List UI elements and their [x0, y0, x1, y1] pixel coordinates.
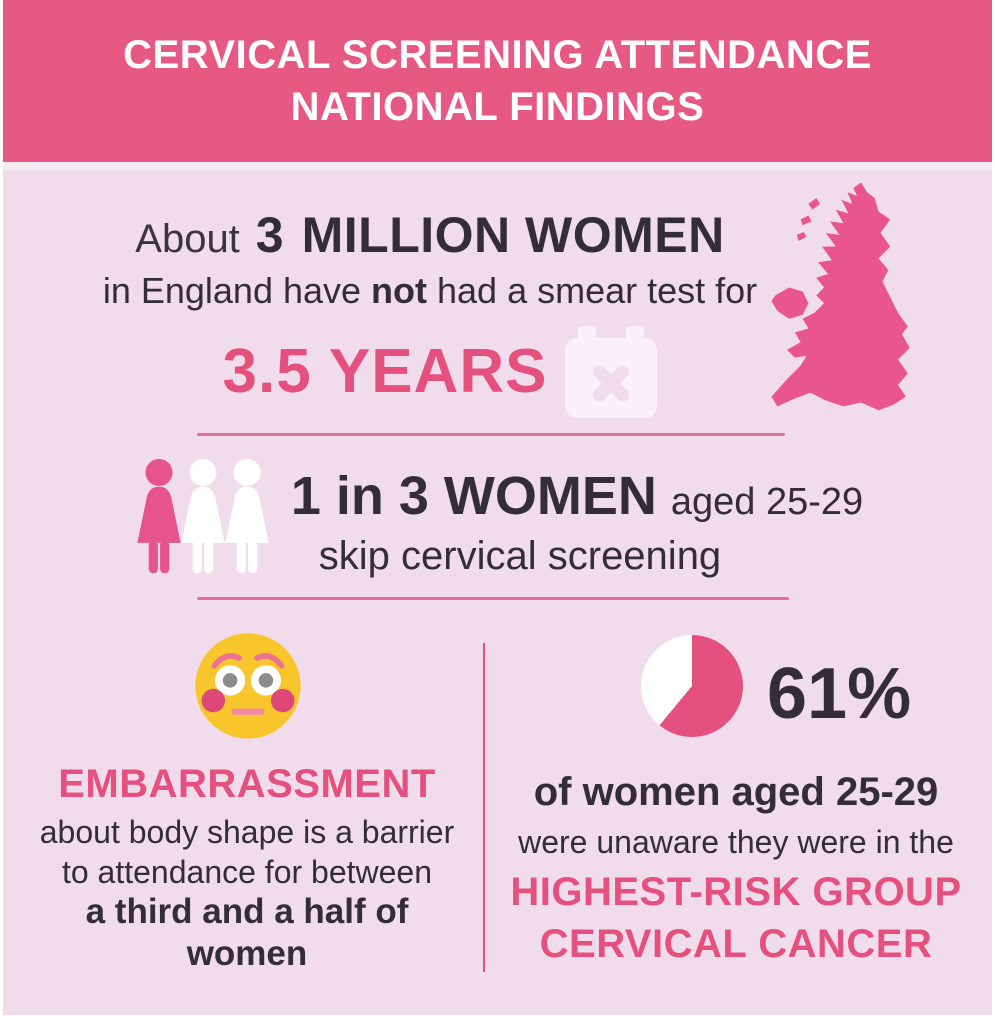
stat-headline: MILLION WOMEN: [301, 207, 725, 263]
stat-3-million-subline: in England have not had a smear test for: [60, 270, 800, 312]
stat-1-in-3: 1 in 3 WOMEN: [290, 466, 657, 526]
embarrassment-title: EMBARRASSMENT: [58, 762, 436, 806]
duration-row: 3.5 YEARS: [100, 326, 780, 418]
pie-chart: [641, 635, 743, 737]
embarrassment-bold-2: women: [186, 934, 308, 973]
woman-icon: [225, 458, 269, 574]
panel-top-strip: [3, 162, 992, 170]
embarrassment-line-2: to attendance for between: [61, 854, 433, 890]
subline-pre: in England have: [102, 270, 372, 311]
stat-qualifier: aged 25-29: [670, 481, 864, 523]
skip-screening-line: skip cervical screening: [318, 534, 722, 578]
stat-1-in-3-line: 1 in 3 WOMEN aged 25-29: [255, 465, 899, 527]
embarrassment-bold-1: a third and a half of: [85, 892, 409, 931]
title-line-1: CERVICAL SCREENING ATTENDANCE: [123, 33, 872, 77]
body-panel: About 3 MILLION WOMEN in England have not …: [3, 162, 992, 1015]
calendar-x-icon: [565, 326, 658, 418]
woman-icon-highlighted: [137, 458, 181, 574]
divider-vertical: [483, 643, 485, 972]
risk-line-2: were unaware they were in the: [518, 824, 954, 860]
women-pictogram: [133, 458, 273, 578]
divider-1: [197, 433, 785, 436]
embarrassment-line-1: about body shape is a barrier: [39, 814, 455, 850]
risk-bold-1: HIGHEST-RISK GROUP: [510, 870, 962, 914]
woman-icon: [181, 458, 225, 574]
divider-2: [197, 597, 789, 600]
stat-number: 3: [255, 207, 284, 263]
duration-text: 3.5 YEARS: [222, 337, 548, 406]
header-band: CERVICAL SCREENING ATTENDANCE NATIONAL F…: [3, 0, 992, 162]
risk-line-1: of women aged 25-29: [533, 770, 939, 814]
subline-post: had a smear test for: [427, 270, 758, 311]
flushed-face-emoji: [195, 633, 301, 739]
risk-bold-2: CERVICAL CANCER: [539, 922, 933, 966]
subline-bold: not: [371, 270, 428, 311]
uk-map-icon: [771, 182, 910, 411]
percent-label: 61%: [767, 654, 912, 734]
stat-3-million-line: About 3 MILLION WOMEN: [60, 206, 800, 264]
title-line-2: NATIONAL FINDINGS: [290, 85, 705, 129]
stat-prefix: About: [135, 217, 240, 261]
